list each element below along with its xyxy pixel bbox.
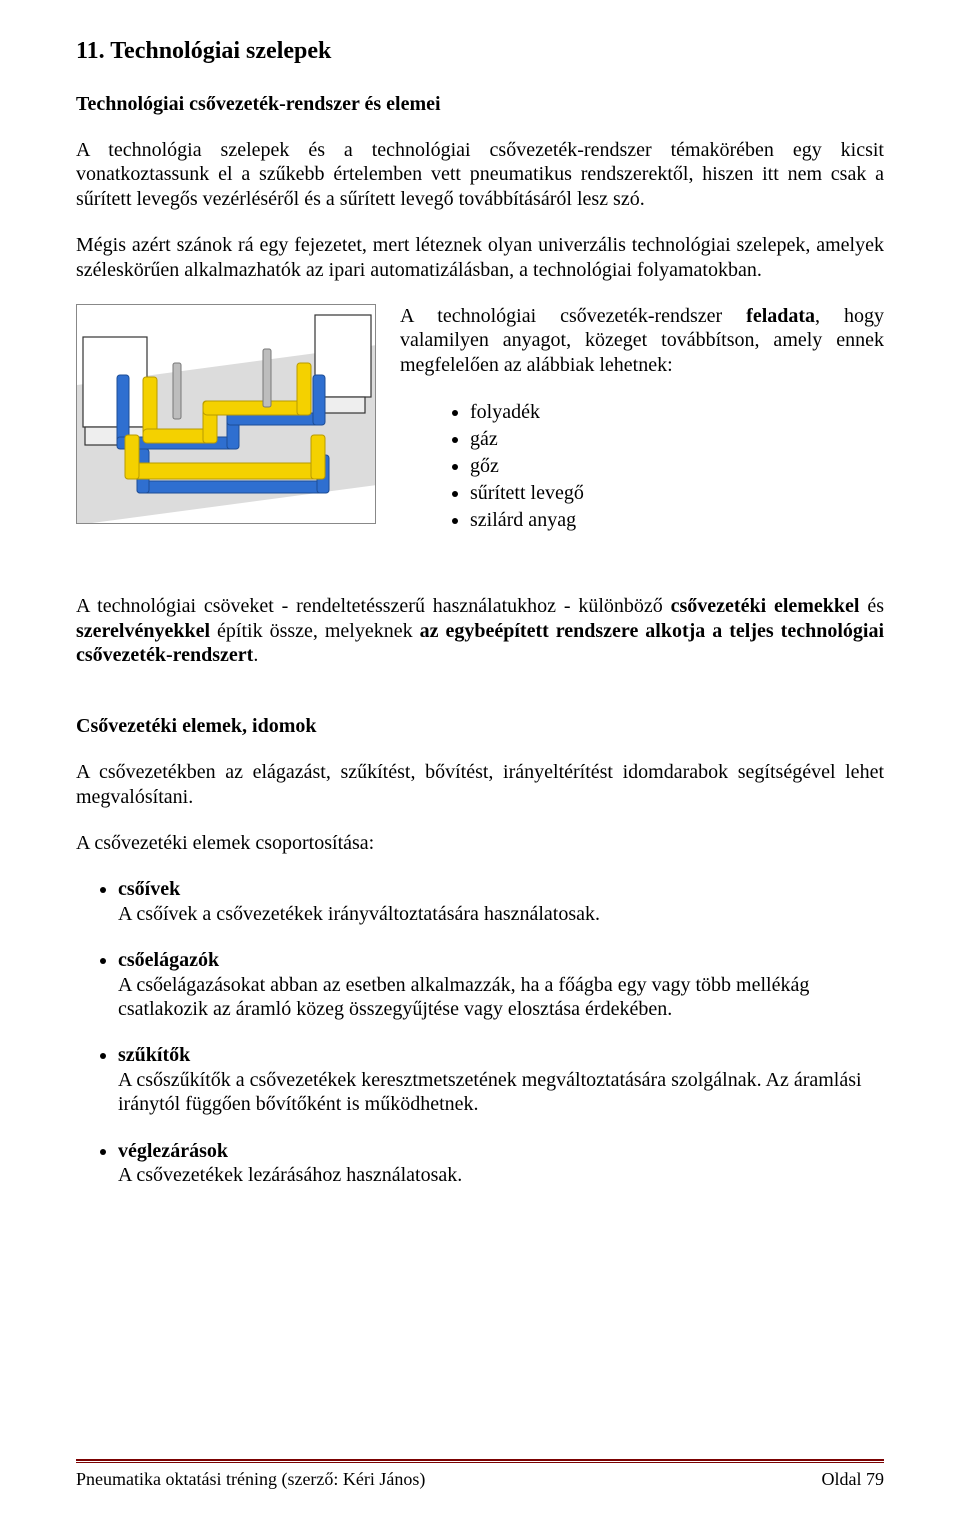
item-title: csőelágazók (118, 949, 219, 971)
item-title: véglezárások (118, 1140, 228, 1162)
section-number-title: 11. Technológiai szelepek (76, 38, 884, 65)
p3-b: feladata (746, 305, 815, 327)
list-item: sűrített levegő (470, 480, 884, 507)
footer-left-text: Pneumatika oktatási tréning (szerző: Kér… (76, 1469, 425, 1490)
section-subtitle: Technológiai csővezeték-rendszer és elem… (76, 93, 884, 116)
list-item: szűkítők A csőszűkítők a csővezetékek ke… (118, 1043, 884, 1116)
item-title: csőívek (118, 878, 180, 900)
element-type-list: csőívek A csőívek a csővezetékek irányvá… (118, 877, 884, 1187)
elements-heading: Csővezetéki elemek, idomok (76, 715, 884, 738)
p4-c: és (860, 595, 885, 617)
footer-rule-thick (76, 1459, 884, 1461)
p4-a: A technológiai csöveket - rendeltetéssze… (76, 595, 671, 617)
footer-right-text: Oldal 79 (822, 1469, 885, 1490)
elements-grouping-label: A csővezetéki elemek csoportosítása: (76, 831, 884, 855)
figure-text-column: A technológiai csővezeték-rendszer felad… (400, 304, 884, 534)
item-desc: A csőívek a csővezetékek irányváltoztatá… (118, 902, 884, 926)
list-item: véglezárások A csővezetékek lezárásához … (118, 1139, 884, 1188)
list-item: gáz (470, 426, 884, 453)
item-desc: A csőelágazásokat abban az esetben alkal… (118, 973, 884, 1022)
pipe-diagram-svg (77, 305, 376, 524)
footer-rule-thin (76, 1462, 884, 1463)
pipe-diagram-figure (76, 304, 376, 524)
figure-with-text-row: A technológiai csővezeték-rendszer felad… (76, 304, 884, 534)
p4-g: . (253, 644, 258, 666)
list-item: gőz (470, 453, 884, 480)
assembly-paragraph: A technológiai csöveket - rendeltetéssze… (76, 594, 884, 667)
elements-intro-paragraph: A csővezetékben az elágazást, szűkítést,… (76, 760, 884, 809)
item-desc: A csővezetékek lezárásához használatosak… (118, 1163, 884, 1187)
item-title: szűkítők (118, 1044, 190, 1066)
item-desc: A csőszűkítők a csővezetékek keresztmets… (118, 1068, 884, 1117)
list-item: csőelágazók A csőelágazásokat abban az e… (118, 948, 884, 1021)
footer-text-row: Pneumatika oktatási tréning (szerző: Kér… (76, 1469, 884, 1490)
page-footer: Pneumatika oktatási tréning (szerző: Kér… (76, 1459, 884, 1490)
list-item: szilárd anyag (470, 507, 884, 534)
p3-a: A technológiai csővezeték-rendszer (400, 305, 746, 327)
p4-d: szerelvényekkel (76, 620, 210, 642)
p4-b: csővezetéki elemekkel (671, 595, 860, 617)
intro-paragraph-2: Mégis azért szánok rá egy fejezetet, mer… (76, 233, 884, 282)
list-item: csőívek A csőívek a csővezetékek irányvá… (118, 877, 884, 926)
p4-e: építik össze, melyeknek (210, 620, 420, 642)
list-item: folyadék (470, 399, 884, 426)
intro-paragraph-1: A technológia szelepek és a technológiai… (76, 138, 884, 211)
media-type-list: folyadék gáz gőz sűrített levegő szilárd… (470, 399, 884, 534)
system-task-paragraph: A technológiai csővezeték-rendszer felad… (400, 304, 884, 377)
